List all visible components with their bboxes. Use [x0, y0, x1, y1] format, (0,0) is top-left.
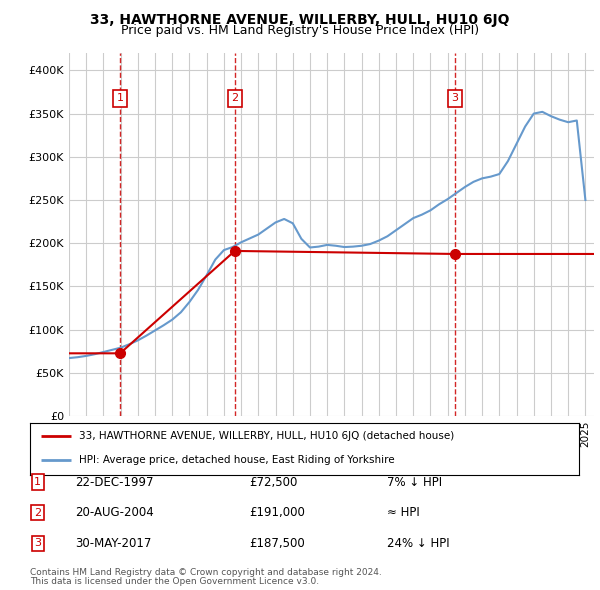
Text: 33, HAWTHORNE AVENUE, WILLERBY, HULL, HU10 6JQ (detached house): 33, HAWTHORNE AVENUE, WILLERBY, HULL, HU… — [79, 431, 455, 441]
Text: 33, HAWTHORNE AVENUE, WILLERBY, HULL, HU10 6JQ: 33, HAWTHORNE AVENUE, WILLERBY, HULL, HU… — [90, 13, 510, 27]
Text: 24% ↓ HPI: 24% ↓ HPI — [387, 537, 449, 550]
Text: £72,500: £72,500 — [249, 476, 298, 489]
Text: 20-AUG-2004: 20-AUG-2004 — [75, 506, 154, 519]
Text: 7% ↓ HPI: 7% ↓ HPI — [387, 476, 442, 489]
Text: Price paid vs. HM Land Registry's House Price Index (HPI): Price paid vs. HM Land Registry's House … — [121, 24, 479, 37]
Text: 1: 1 — [34, 477, 41, 487]
Text: £191,000: £191,000 — [249, 506, 305, 519]
Text: 2: 2 — [231, 93, 238, 103]
Text: 3: 3 — [34, 539, 41, 548]
Text: 1: 1 — [116, 93, 124, 103]
Text: £187,500: £187,500 — [249, 537, 305, 550]
Text: 22-DEC-1997: 22-DEC-1997 — [75, 476, 154, 489]
Text: 2: 2 — [34, 508, 41, 517]
Text: 3: 3 — [451, 93, 458, 103]
Text: 30-MAY-2017: 30-MAY-2017 — [75, 537, 151, 550]
Text: This data is licensed under the Open Government Licence v3.0.: This data is licensed under the Open Gov… — [30, 577, 319, 586]
Text: ≈ HPI: ≈ HPI — [387, 506, 420, 519]
Text: Contains HM Land Registry data © Crown copyright and database right 2024.: Contains HM Land Registry data © Crown c… — [30, 568, 382, 577]
Text: HPI: Average price, detached house, East Riding of Yorkshire: HPI: Average price, detached house, East… — [79, 455, 395, 466]
